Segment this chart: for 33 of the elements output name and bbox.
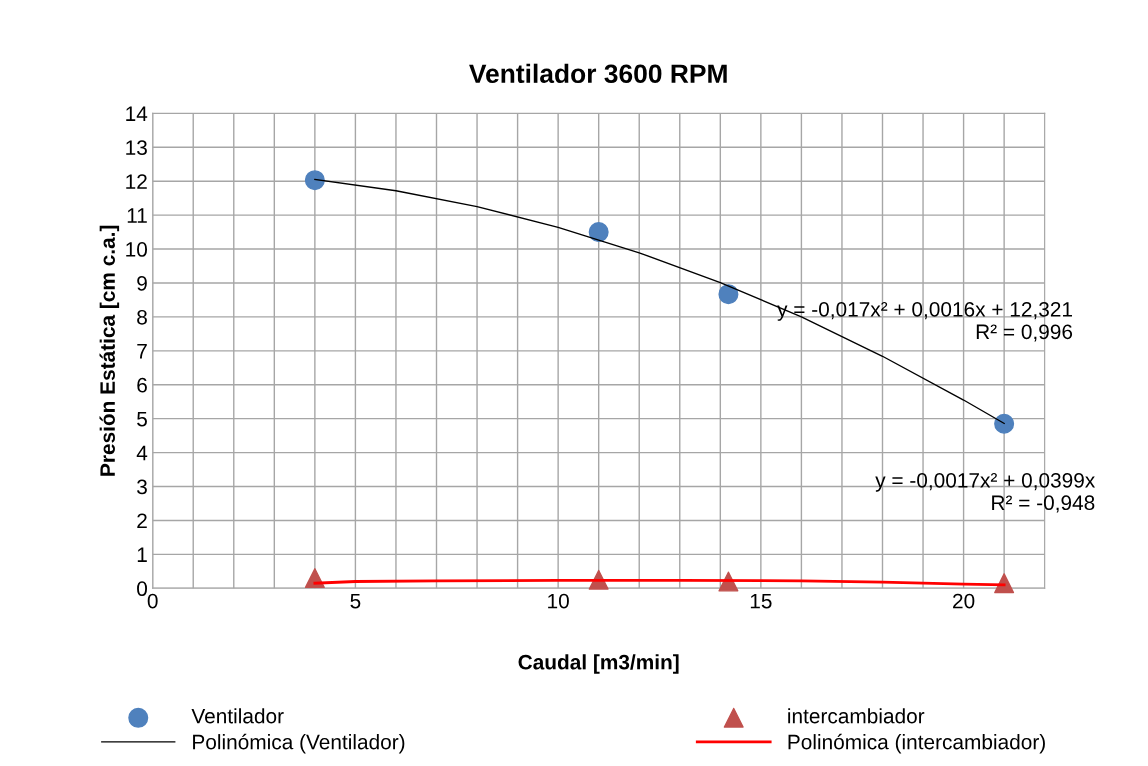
y-axis-title: Presión Estática [cm c.a.] [99,225,120,476]
point [994,413,1015,434]
x-tick-label: 20 [953,593,975,609]
y-tick-label: 0 [137,581,148,597]
point [588,222,609,243]
y-tick-label: 2 [137,513,147,528]
x-tick-label: 15 [750,593,772,609]
y-tick-label: 13 [126,140,147,156]
y-tick-label: 14 [126,106,148,121]
y-tick-label: 6 [137,377,147,393]
chart-title: Ventilador 3600 RPM [469,63,727,84]
y-tick-label: 4 [136,445,148,461]
y-tick-label: 11 [127,208,147,223]
x-tick-label: 5 [350,593,361,609]
y-tick-label: 10 [126,242,148,257]
y-tick-label: 7 [137,344,147,359]
y-tick-label: 1 [137,547,147,562]
y-tick-label: 12 [126,174,147,189]
point [304,170,325,191]
x-axis-title: Caudal [m3/min] [518,654,679,674]
y-tick-label: 5 [137,411,147,427]
y-tick-label: 3 [137,479,147,495]
legend-label: intercambiador [788,708,925,724]
annotation: y = -0,0017x² + 0,0399x R² = -0,948 [875,472,1096,513]
legend-label: Ventilador [191,708,284,724]
y-tick-label: 9 [137,275,147,291]
y-tick-label: 8 [137,309,147,325]
legend-label: Polinómica (intercambiador) [788,733,1045,754]
x-tick-label: 0 [147,593,158,609]
annotation: y = -0,017x² + 0,0016x + 12,321 R² = 0,996 [777,301,1073,342]
x-tick-label: 10 [548,593,569,609]
legend-label: Polinómica (Ventilador) [193,733,405,754]
point [718,284,739,305]
